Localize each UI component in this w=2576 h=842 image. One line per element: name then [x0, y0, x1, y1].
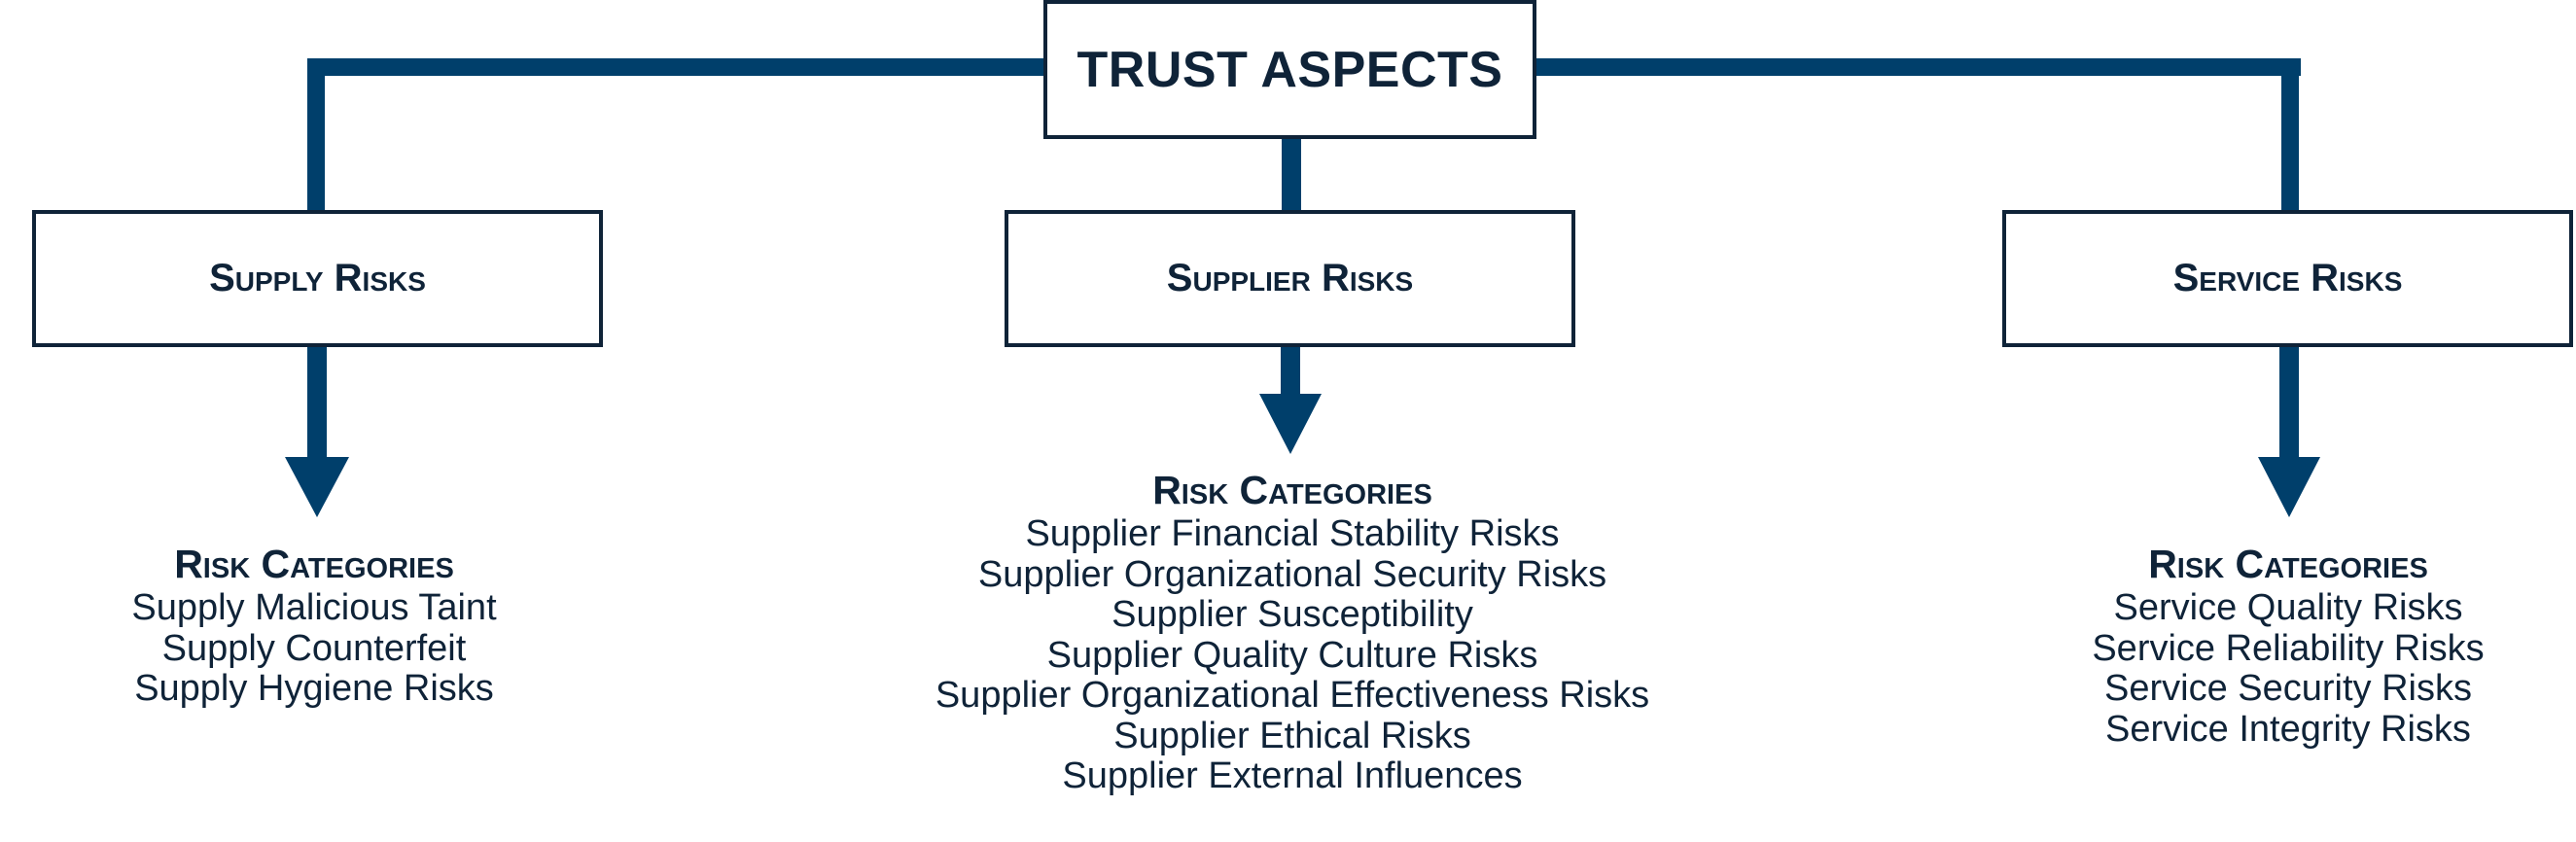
categories-list: Supply Malicious Taint Supply Counterfei…	[131, 587, 497, 710]
category-item: Supply Malicious Taint	[131, 587, 497, 628]
category-item: Supplier Susceptibility	[1112, 594, 1473, 635]
supplier-risk-categories: Risk Categories Supplier Financial Stabi…	[935, 466, 1649, 797]
arrow-head-right	[2258, 457, 2320, 517]
connector-top-left	[307, 58, 1046, 76]
categories-list: Service Quality Risks Service Reliabilit…	[2092, 587, 2485, 750]
connector-drop-mid	[1282, 136, 1301, 214]
aspect-node-label: Supplier Risks	[1166, 257, 1414, 299]
service-risk-categories: Risk Categories Service Quality Risks Se…	[2092, 540, 2484, 750]
arrow-head-mid	[1259, 394, 1322, 454]
root-node-trust-aspects: TRUST ASPECTS	[1043, 0, 1536, 139]
category-item: Supplier Ethical Risks	[1113, 715, 1471, 756]
aspect-node-label: Service Risks	[2172, 257, 2403, 299]
arrow-shaft-mid	[1281, 345, 1300, 396]
categories-list: Supplier Financial Stability Risks Suppl…	[935, 513, 1650, 797]
arrow-head-left	[285, 457, 349, 517]
category-item: Supplier External Influences	[1062, 755, 1523, 796]
category-item: Supply Counterfeit	[161, 627, 467, 669]
arrow-shaft-right	[2279, 345, 2299, 460]
category-item: Service Security Risks	[2104, 668, 2472, 709]
category-item: Supply Hygiene Risks	[134, 668, 494, 709]
categories-heading: Risk Categories	[2148, 542, 2428, 586]
category-item: Service Reliability Risks	[2092, 627, 2485, 669]
category-item: Supplier Organizational Effectiveness Ri…	[935, 675, 1650, 716]
arrow-shaft-left	[307, 345, 327, 460]
category-item: Supplier Quality Culture Risks	[1046, 634, 1538, 676]
aspect-node-supply-risks: Supply Risks	[32, 210, 603, 347]
aspect-node-service-risks: Service Risks	[2002, 210, 2573, 347]
connector-drop-right	[2281, 58, 2299, 214]
aspect-node-label: Supply Risks	[209, 257, 426, 299]
category-item: Service Quality Risks	[2113, 587, 2463, 628]
category-item: Supplier Organizational Security Risks	[977, 553, 1607, 595]
root-node-label: TRUST ASPECTS	[1076, 41, 1503, 98]
category-item: Supplier Financial Stability Risks	[1025, 513, 1560, 554]
categories-heading: Risk Categories	[174, 542, 454, 586]
aspect-node-supplier-risks: Supplier Risks	[1005, 210, 1575, 347]
connector-drop-left	[307, 58, 325, 214]
categories-heading: Risk Categories	[1152, 468, 1432, 512]
category-item: Service Integrity Risks	[2105, 708, 2471, 750]
supply-risk-categories: Risk Categories Supply Malicious Taint S…	[131, 540, 496, 710]
connector-top-right	[1535, 58, 2301, 76]
